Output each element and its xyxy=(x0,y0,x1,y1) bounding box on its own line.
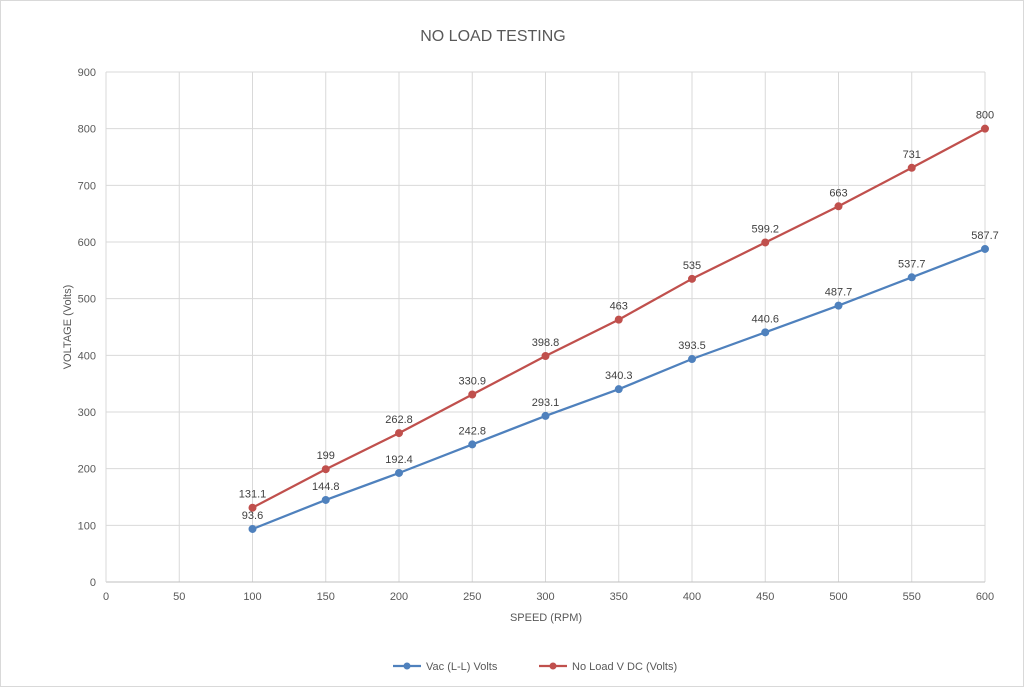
legend-item: Vac (L-L) Volts xyxy=(393,661,498,673)
x-axis-title: SPEED (RPM) xyxy=(510,612,582,624)
x-tick-label: 550 xyxy=(903,591,921,603)
data-label: 800 xyxy=(976,110,994,122)
legend-label: No Load V DC (Volts) xyxy=(572,661,677,673)
legend-marker xyxy=(549,662,557,670)
x-tick-label: 400 xyxy=(683,591,701,603)
data-label: 587.7 xyxy=(971,230,999,242)
x-tick-label: 50 xyxy=(173,591,185,603)
x-tick-label: 250 xyxy=(463,591,481,603)
data-point xyxy=(688,355,696,364)
y-tick-label: 300 xyxy=(78,407,96,419)
y-tick-label: 0 xyxy=(90,577,96,589)
data-point xyxy=(834,301,843,310)
data-point xyxy=(761,238,770,247)
y-tick-label: 800 xyxy=(78,124,96,136)
data-point xyxy=(907,273,916,282)
data-label: 93.6 xyxy=(242,510,263,522)
data-label: 242.8 xyxy=(458,425,486,437)
y-tick-label: 500 xyxy=(78,294,96,306)
x-tick-label: 150 xyxy=(317,591,335,603)
data-label: 440.6 xyxy=(751,313,779,325)
data-point xyxy=(468,440,477,449)
data-point xyxy=(321,495,330,504)
data-point xyxy=(468,390,477,399)
data-label: 192.4 xyxy=(385,454,413,466)
data-point xyxy=(321,465,330,474)
x-tick-label: 600 xyxy=(976,591,994,603)
legend-item: No Load V DC (Volts) xyxy=(539,661,677,673)
data-label: 293.1 xyxy=(532,397,560,409)
data-label: 262.8 xyxy=(385,414,413,426)
data-point xyxy=(614,315,623,324)
data-point xyxy=(395,468,403,477)
gridlines xyxy=(106,71,986,582)
data-label: 537.7 xyxy=(898,258,926,270)
x-tick-labels: 0 50 100 150 200 250 300 350 400 450 500 550 600 xyxy=(103,591,994,603)
chart-title: NO LOAD TESTING xyxy=(420,28,566,45)
y-tick-label: 600 xyxy=(78,237,96,249)
y-tick-labels: 0 100 200 300 400 500 600 700 800 900 xyxy=(78,67,96,589)
data-label: 144.8 xyxy=(312,481,340,493)
data-point xyxy=(395,429,403,438)
y-axis-title: VOLTAGE (Volts) xyxy=(62,285,74,370)
x-tick-label: 350 xyxy=(610,591,628,603)
data-point xyxy=(541,411,550,420)
data-label: 663 xyxy=(829,187,847,199)
x-tick-label: 200 xyxy=(390,591,408,603)
data-point xyxy=(981,244,989,253)
y-tick-label: 100 xyxy=(78,520,96,532)
series-group: 93.6 144.8 192.4 242.8 293.1 340.3 393.5 440.6 4… xyxy=(239,110,999,533)
data-point xyxy=(761,328,770,337)
data-label: 599.2 xyxy=(751,223,779,235)
legend: Vac (L-L) Volts No Load V DC (Volts) xyxy=(393,661,677,673)
data-point xyxy=(248,524,257,533)
y-tick-label: 700 xyxy=(78,180,96,192)
data-point xyxy=(248,503,257,512)
data-label: 398.8 xyxy=(532,337,560,349)
data-point xyxy=(541,352,550,361)
x-tick-label: 100 xyxy=(243,591,261,603)
data-label: 487.7 xyxy=(825,287,853,299)
x-tick-label: 300 xyxy=(536,591,554,603)
data-point xyxy=(834,202,843,211)
data-point xyxy=(688,274,696,283)
x-tick-label: 500 xyxy=(829,591,847,603)
data-label: 199 xyxy=(317,450,335,462)
data-label: 535 xyxy=(683,260,701,272)
data-point xyxy=(907,163,916,172)
y-tick-label: 400 xyxy=(78,350,96,362)
x-tick-label: 0 xyxy=(103,591,109,603)
data-label: 330.9 xyxy=(458,375,486,387)
data-point xyxy=(614,385,623,394)
x-tick-label: 450 xyxy=(756,591,774,603)
data-label: 340.3 xyxy=(605,370,633,382)
data-label: 731 xyxy=(903,149,921,161)
legend-label: Vac (L-L) Volts xyxy=(426,661,498,673)
y-tick-label: 200 xyxy=(78,464,96,476)
axes xyxy=(105,72,985,583)
data-label: 463 xyxy=(610,301,628,313)
data-label: 393.5 xyxy=(678,340,706,352)
legend-marker xyxy=(403,662,411,670)
series-2: 131.1 199 262.8 330.9 398.8 463 535 599.2 663 731… xyxy=(239,110,994,512)
series-1: 93.6 144.8 192.4 242.8 293.1 340.3 393.5 440.6 4… xyxy=(242,230,999,533)
y-tick-label: 900 xyxy=(78,67,96,79)
data-label: 131.1 xyxy=(239,489,267,501)
data-point xyxy=(981,124,989,133)
